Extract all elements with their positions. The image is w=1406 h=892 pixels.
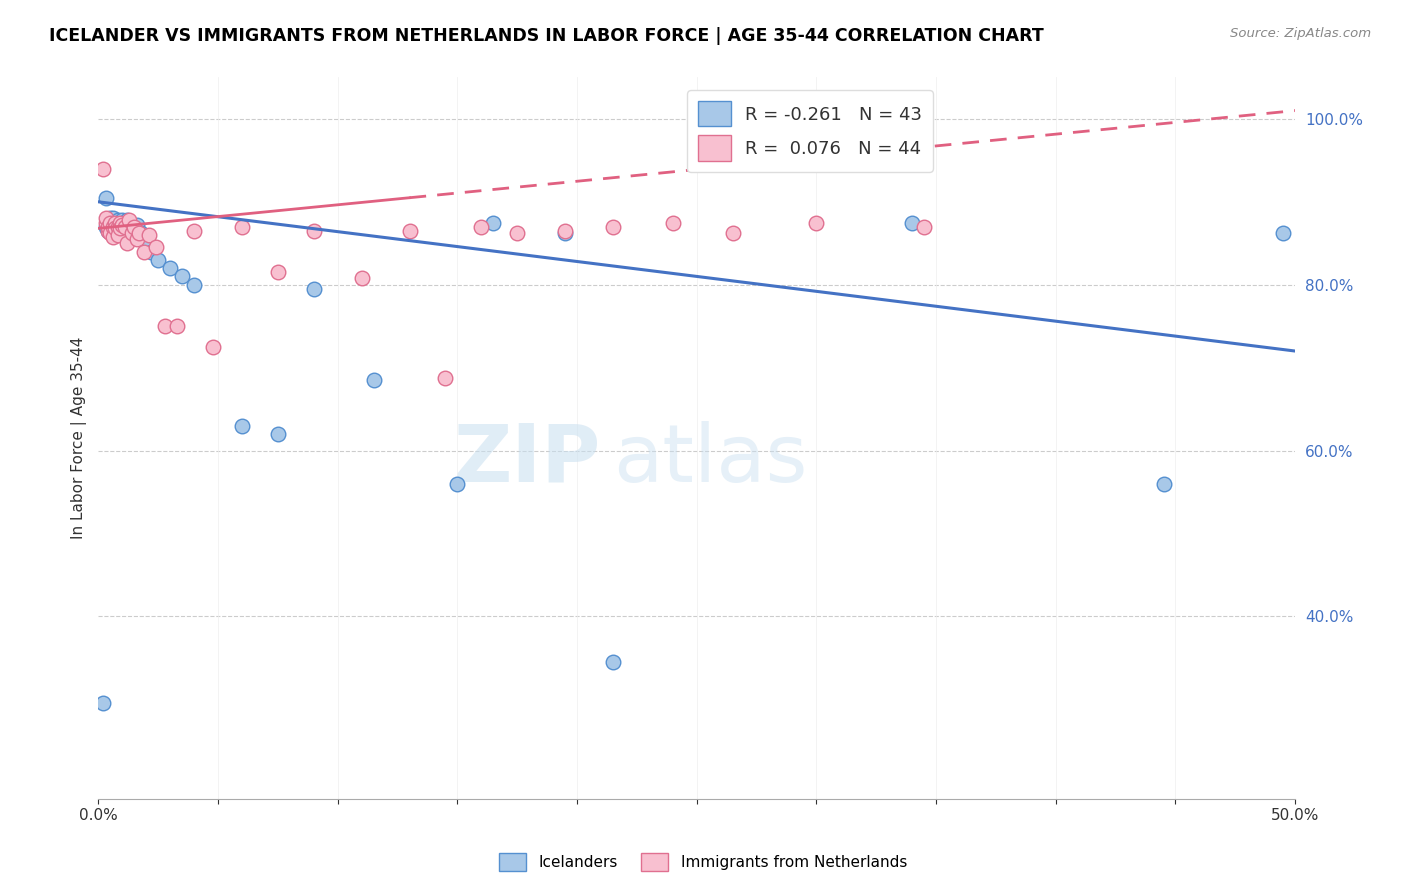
Point [231,418,253,433]
Point [122,221,145,235]
Point [94,219,117,234]
Point [125,218,148,232]
Point [101,219,124,234]
Point [183,277,205,292]
Point [602,655,624,669]
Point [350,271,373,285]
Point [98,224,121,238]
Point [107,219,129,234]
Point [91,161,114,176]
Point [108,221,131,235]
Point [107,219,129,234]
Point [94,211,117,226]
Point [132,244,155,259]
Y-axis label: In Labor Force | Age 35-44: In Labor Force | Age 35-44 [72,337,87,540]
Point [155,319,177,334]
Point [94,191,117,205]
Point [202,340,225,354]
Text: atlas: atlas [613,421,807,499]
Point [122,219,145,234]
Point [101,219,124,234]
Point [434,370,457,384]
Point [131,227,153,241]
Point [111,213,134,227]
Point [114,215,136,229]
Point [159,261,181,276]
Point [128,227,150,241]
Point [101,215,124,229]
Point [94,215,117,229]
Point [118,213,141,227]
Point [97,219,120,234]
Legend: Icelanders, Immigrants from Netherlands: Icelanders, Immigrants from Netherlands [494,847,912,877]
Point [302,224,325,238]
Point [166,319,188,334]
Point [148,252,170,267]
Point [104,224,127,238]
Point [108,218,131,232]
Point [98,211,121,226]
Point [107,213,129,227]
Point [912,219,935,234]
Point [267,426,290,441]
Point [108,221,131,235]
Point [470,219,492,234]
Point [721,227,744,241]
Point [302,282,325,296]
Point [125,232,148,246]
Point [121,227,143,241]
Text: ZIP: ZIP [454,421,600,499]
Point [104,215,127,229]
Point [506,227,529,241]
Point [662,215,685,229]
Point [97,224,120,238]
Point [172,269,194,284]
Point [111,219,134,234]
Point [267,265,290,279]
Point [183,224,205,238]
Point [602,219,624,234]
Point [554,224,576,238]
Point [104,221,127,235]
Point [554,227,576,241]
Point [1272,227,1295,241]
Point [115,213,138,227]
Text: Source: ZipAtlas.com: Source: ZipAtlas.com [1230,27,1371,40]
Point [118,215,141,229]
Point [446,476,468,491]
Point [101,211,124,226]
Point [97,219,120,234]
Point [139,244,162,259]
Point [114,219,136,234]
Legend: R = -0.261   N = 43, R =  0.076   N = 44: R = -0.261 N = 43, R = 0.076 N = 44 [688,90,934,172]
Point [101,229,124,244]
Point [115,236,138,251]
Point [98,227,121,241]
Point [97,224,120,238]
Point [231,219,253,234]
Point [111,218,134,232]
Point [363,373,385,387]
Point [138,227,160,242]
Point [108,215,131,229]
Point [107,227,129,242]
Point [104,215,127,229]
Point [482,215,505,229]
Point [98,219,121,234]
Point [98,215,121,229]
Point [1153,476,1175,491]
Text: ICELANDER VS IMMIGRANTS FROM NETHERLANDS IN LABOR FORCE | AGE 35-44 CORRELATION : ICELANDER VS IMMIGRANTS FROM NETHERLANDS… [49,27,1045,45]
Point [901,215,924,229]
Point [145,240,167,254]
Point [806,215,828,229]
Point [135,232,157,246]
Point [398,224,420,238]
Point [104,215,127,229]
Point [91,697,114,711]
